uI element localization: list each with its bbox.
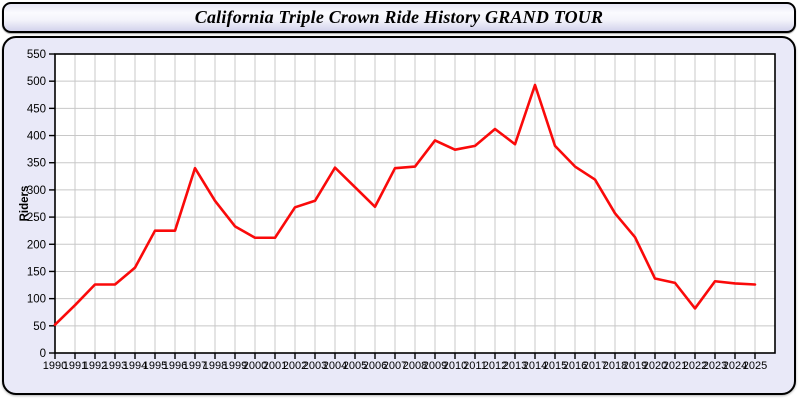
page-title: California Triple Crown Ride History GRA… [194,7,604,27]
x-tick-label: 1999 [223,360,247,372]
x-tick-label: 2005 [343,360,367,372]
y-tick-label: 350 [27,158,46,170]
x-tick-label: 2016 [563,360,587,372]
x-tick-label: 1991 [63,360,87,372]
x-tick-label: 2009 [423,360,447,372]
y-tick-label: 450 [27,103,46,115]
y-tick-label: 200 [27,239,46,251]
x-tick-label: 1998 [203,360,227,372]
x-tick-label: 2019 [623,360,647,372]
x-tick-label: 2008 [403,360,427,372]
x-tick-label: 2015 [543,360,567,372]
x-tick-label: 2025 [743,360,767,372]
x-tick-label: 2024 [723,360,747,372]
x-tick-label: 1992 [83,360,107,372]
x-tick-label: 2012 [483,360,507,372]
x-tick-label: 2018 [603,360,627,372]
x-tick-label: 2006 [363,360,387,372]
y-tick-label: 550 [27,49,46,61]
y-tick-label: 250 [27,212,46,224]
y-tick-label: 400 [27,131,46,143]
x-tick-label: 2017 [583,360,607,372]
y-tick-label: 500 [27,76,46,88]
x-tick-label: 2011 [463,360,487,372]
x-tick-label: 2013 [503,360,527,372]
x-tick-label: 2004 [323,360,347,372]
y-axis-title: Riders [19,186,31,222]
x-tick-label: 2002 [283,360,307,372]
x-tick-label: 1995 [143,360,167,372]
riders-series-line [53,83,757,327]
x-tick-label: 2010 [443,360,467,372]
x-tick-label: 2003 [303,360,327,372]
x-tick-label: 1994 [123,360,147,372]
y-tick-label: 50 [33,321,46,333]
x-tick-label: 1990 [43,360,67,372]
y-tick-label: 100 [27,294,46,306]
y-tick-label: 300 [27,185,46,197]
x-tick-label: 2001 [263,360,287,372]
x-tick-label: 1997 [183,360,207,372]
y-tick-label: 0 [40,348,46,360]
x-tick-label: 1993 [103,360,127,372]
x-tick-label: 2020 [643,360,667,372]
x-tick-label: 2022 [683,360,707,372]
x-tick-label: 2023 [703,360,727,372]
x-tick-label: 1996 [163,360,187,372]
x-tick-label: 2007 [383,360,407,372]
x-tick-label: 2000 [243,360,267,372]
x-tick-label: 2014 [523,360,547,372]
title-bar: California Triple Crown Ride History GRA… [2,2,796,33]
y-tick-label: 150 [27,266,46,278]
x-tick-label: 2021 [663,360,687,372]
